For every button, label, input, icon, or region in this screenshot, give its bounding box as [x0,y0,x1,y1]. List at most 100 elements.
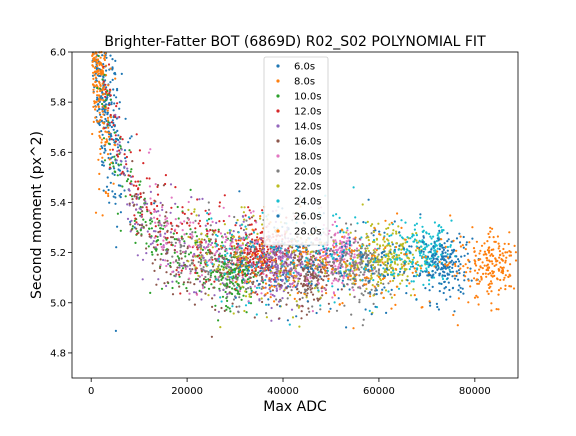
data-point [265,257,268,260]
data-point [358,237,361,240]
data-point [183,242,186,245]
data-point [178,273,181,276]
data-point [458,241,462,244]
data-point [318,259,321,262]
data-point [400,244,403,247]
data-point [145,247,148,250]
data-point [286,275,289,278]
data-point [307,307,310,310]
data-point [191,231,194,234]
data-point [422,250,425,253]
data-point [442,267,445,270]
data-point [283,265,286,268]
data-point [491,275,494,278]
data-point [242,278,245,281]
data-point [183,244,186,248]
data-point [297,260,301,263]
data-point [498,268,501,271]
data-point [264,286,267,289]
data-point [304,247,307,250]
data-point [119,145,122,148]
data-point [489,280,493,283]
data-point [255,313,258,316]
data-point [403,270,406,273]
data-point [135,203,138,206]
data-point [207,273,210,276]
data-point [251,238,254,241]
data-point [104,95,107,98]
data-point [390,288,393,291]
data-point [207,279,210,282]
data-point [453,249,456,252]
data-point [455,255,458,258]
data-point [223,260,226,263]
data-point [233,267,236,270]
data-point [208,240,211,243]
data-point [492,270,495,273]
data-point [310,262,313,265]
data-point [425,262,428,266]
data-point [339,272,342,275]
data-point [377,275,381,279]
data-point [146,230,149,233]
data-point [194,278,198,281]
data-point [242,268,245,272]
data-point [96,65,99,68]
data-point [258,298,261,301]
data-point [229,310,232,313]
data-point [215,242,218,246]
data-point [264,293,267,296]
data-point [358,301,361,304]
data-point [342,241,346,244]
data-point [312,254,315,257]
data-point [483,250,486,253]
data-point [477,303,480,306]
data-point [351,270,354,273]
data-point [129,151,132,154]
data-point [179,252,182,255]
data-point [249,211,253,214]
data-point [235,280,238,283]
data-point [235,256,238,259]
data-point [143,203,146,206]
data-point [466,266,469,269]
data-point [367,198,370,201]
data-point [105,185,109,188]
data-point [114,170,117,174]
data-point [340,274,343,277]
data-point [108,138,111,141]
data-point [351,286,354,289]
data-point [223,194,226,197]
data-point [170,241,173,244]
data-point [193,283,196,286]
data-point [386,244,389,247]
data-point [109,94,112,97]
data-point [120,72,123,75]
data-point [345,231,348,234]
data-point [365,276,368,279]
data-point [366,247,369,250]
data-point [171,280,174,283]
data-point [179,221,182,224]
data-point [514,259,518,262]
data-point [104,117,107,121]
data-point [116,174,119,177]
data-point [111,78,114,81]
data-point [464,275,467,278]
data-point [455,237,459,240]
data-point [262,250,265,254]
data-point [428,289,431,292]
data-point [238,190,241,193]
data-point [113,94,116,97]
data-point [419,213,422,216]
data-point [348,236,351,239]
data-point [335,242,338,245]
data-point [433,265,436,268]
data-point [164,218,167,221]
data-point [226,275,229,278]
data-point [198,219,201,222]
data-point [486,259,489,262]
data-point [289,245,292,248]
data-point [94,211,98,214]
data-point [459,290,462,294]
